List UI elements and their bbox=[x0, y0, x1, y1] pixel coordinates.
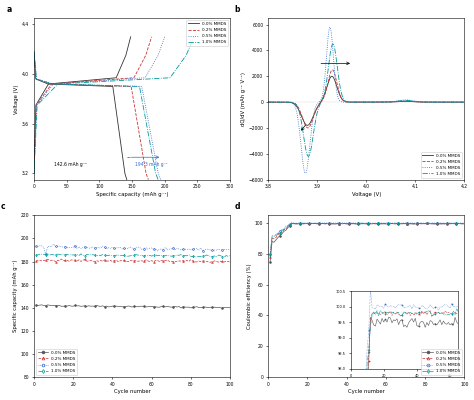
Text: 194.3 mAh g⁻¹: 194.3 mAh g⁻¹ bbox=[135, 162, 168, 167]
Y-axis label: dQ/dV (mAh g⁻¹ V⁻¹): dQ/dV (mAh g⁻¹ V⁻¹) bbox=[241, 72, 246, 126]
Text: b: b bbox=[235, 5, 240, 14]
Legend: 0.0% MMDS, 0.2% MMDS, 0.5% MMDS, 1.0% MMDS: 0.0% MMDS, 0.2% MMDS, 0.5% MMDS, 1.0% MM… bbox=[186, 20, 228, 46]
Y-axis label: Coulombic efficiency (%): Coulombic efficiency (%) bbox=[247, 263, 252, 329]
Text: c: c bbox=[0, 202, 5, 211]
Text: a: a bbox=[7, 5, 12, 14]
Legend: 0.0% MMDS, 0.2% MMDS, 0.5% MMDS, 1.0% MMDS: 0.0% MMDS, 0.2% MMDS, 0.5% MMDS, 1.0% MM… bbox=[421, 152, 462, 178]
Text: 142.6 mAh g⁻¹: 142.6 mAh g⁻¹ bbox=[54, 162, 86, 167]
Y-axis label: Specific capacity (mAh g⁻¹): Specific capacity (mAh g⁻¹) bbox=[13, 260, 18, 332]
Legend: 0.0% MMDS, 0.2% MMDS, 0.5% MMDS, 1.0% MMDS: 0.0% MMDS, 0.2% MMDS, 0.5% MMDS, 1.0% MM… bbox=[421, 349, 462, 375]
X-axis label: Cycle number: Cycle number bbox=[348, 390, 384, 394]
X-axis label: Cycle number: Cycle number bbox=[114, 390, 150, 394]
Text: d: d bbox=[235, 202, 240, 211]
X-axis label: Voltage (V): Voltage (V) bbox=[352, 192, 381, 197]
Y-axis label: Voltage (V): Voltage (V) bbox=[14, 84, 19, 114]
Legend: 0.0% MMDS, 0.2% MMDS, 0.5% MMDS, 1.0% MMDS: 0.0% MMDS, 0.2% MMDS, 0.5% MMDS, 1.0% MM… bbox=[36, 349, 77, 375]
X-axis label: Specific capacity (mAh g⁻¹): Specific capacity (mAh g⁻¹) bbox=[96, 192, 168, 197]
